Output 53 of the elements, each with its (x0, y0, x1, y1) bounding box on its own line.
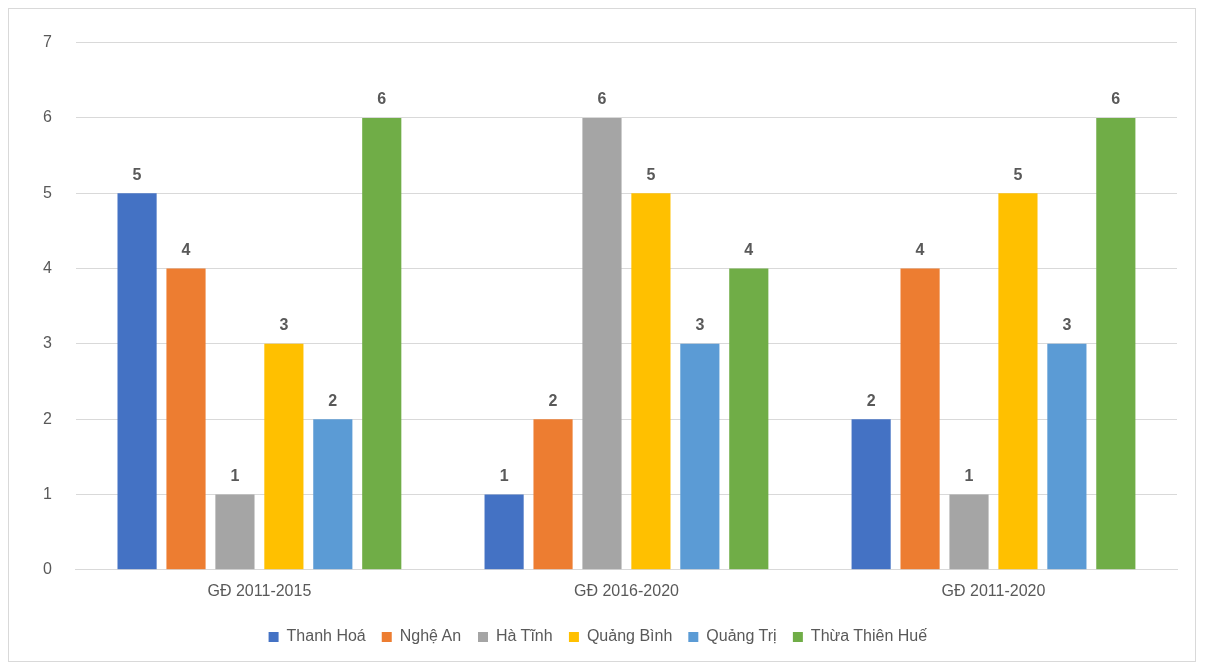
bar (313, 419, 353, 570)
y-tick-label: 3 (42, 334, 52, 352)
x-tick-label: GĐ 2011-2015 (207, 581, 312, 599)
y-tick-label: 0 (42, 560, 52, 578)
legend-label: Nghệ An (399, 627, 462, 645)
bar (484, 494, 524, 570)
data-label: 5 (132, 165, 142, 183)
bar (900, 268, 940, 570)
data-label: 5 (646, 165, 656, 183)
data-label: 1 (499, 466, 509, 484)
legend-label: Thừa Thiên Huế (810, 627, 928, 645)
bar (215, 494, 255, 570)
bar (264, 343, 304, 570)
data-label: 3 (279, 316, 289, 334)
bar (851, 419, 891, 570)
legend-label: Thanh Hoá (286, 627, 366, 645)
data-label: 5 (1013, 165, 1023, 183)
bar (1047, 343, 1087, 570)
data-label: 6 (597, 90, 607, 108)
bar (998, 193, 1038, 570)
y-tick-label: 5 (42, 183, 52, 201)
bar (362, 117, 402, 570)
data-label: 2 (328, 391, 338, 409)
x-tick-label: GĐ 2011-2020 (941, 581, 1046, 599)
data-label: 4 (744, 240, 754, 258)
bar (631, 193, 671, 570)
y-tick-label: 2 (42, 409, 52, 427)
y-tick-label: 6 (42, 108, 52, 126)
data-label: 6 (377, 90, 387, 108)
y-tick-label: 4 (42, 258, 52, 276)
data-label: 1 (964, 466, 974, 484)
bar (582, 117, 622, 570)
bar (1096, 117, 1136, 570)
data-label: 2 (548, 391, 558, 409)
y-tick-label: 1 (42, 484, 52, 502)
bar (166, 268, 206, 570)
x-tick-label: GĐ 2016-2020 (573, 581, 680, 599)
bar (533, 419, 573, 570)
legend-label: Hà Tĩnh (496, 627, 553, 645)
bar (117, 193, 157, 570)
legend-label: Quảng Trị (706, 627, 777, 645)
bar (680, 343, 720, 570)
data-label: 2 (866, 391, 876, 409)
bar (949, 494, 989, 570)
legend-label: Quảng Bình (586, 627, 673, 645)
data-label: 3 (1062, 316, 1072, 334)
data-label: 4 (915, 240, 925, 258)
bar (729, 268, 769, 570)
data-label: 1 (230, 466, 240, 484)
y-tick-label: 7 (42, 33, 52, 51)
data-label: 6 (1111, 90, 1121, 108)
data-label: 4 (181, 240, 191, 258)
data-label: 3 (695, 316, 705, 334)
